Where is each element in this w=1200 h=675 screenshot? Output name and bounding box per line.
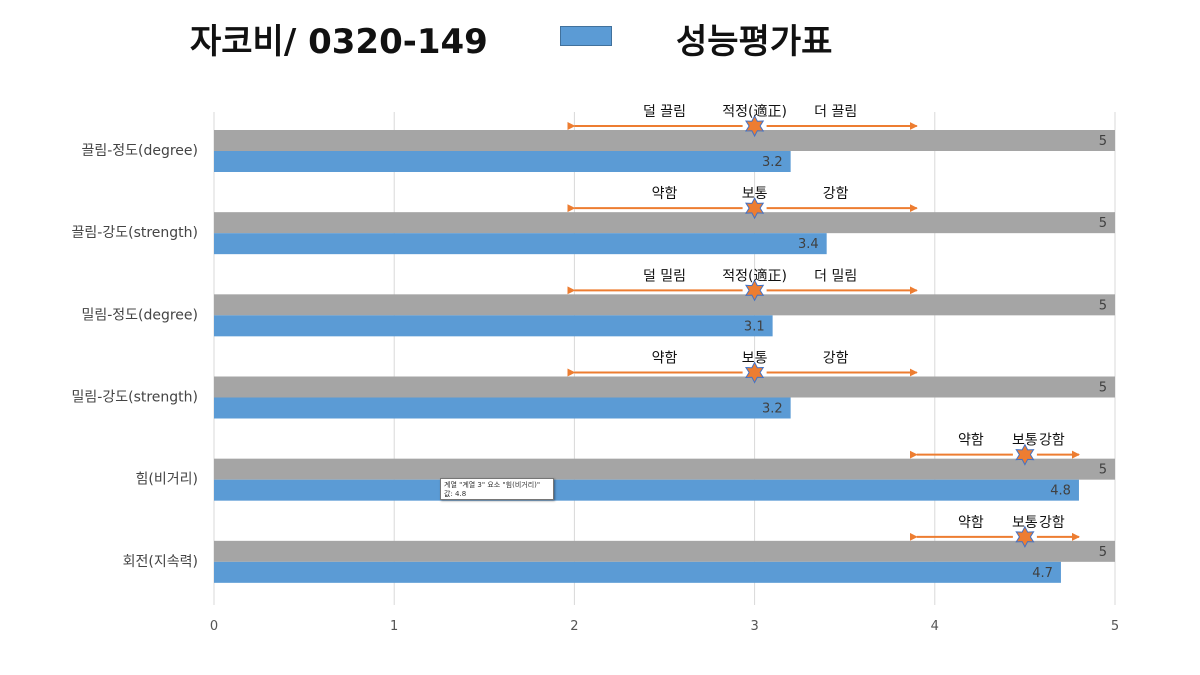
data-label-score: 3.4: [798, 237, 819, 252]
bar-max: [214, 540, 1115, 562]
data-label-max: 5: [1099, 298, 1107, 313]
scale-label-left: 약함: [652, 351, 678, 367]
scale-label-left: 덜 밀림: [643, 268, 686, 284]
data-label-max: 5: [1099, 545, 1107, 560]
data-label-max: 5: [1099, 381, 1107, 396]
tooltip-value-line: 값: 4.8: [444, 490, 467, 498]
category-label: 밀림-정도(degree): [81, 307, 198, 323]
scale-label-right: 강함: [1039, 515, 1065, 531]
tooltip-series-line: 계열 "계열 3" 요소 "힘(비거리)": [444, 481, 541, 489]
bar-max: [214, 294, 1115, 316]
bar-score: [214, 151, 791, 172]
gridlines: [213, 112, 1116, 605]
scale-label-right: 더 밀림: [814, 268, 857, 284]
scale-label-center: 적정(適正): [722, 267, 787, 284]
bar-score: [214, 315, 773, 337]
x-tick-label-5: 5: [1111, 619, 1119, 634]
scale-label-center: 적정(適正): [722, 103, 787, 120]
scale-label-right: 더 끌림: [814, 104, 857, 120]
scale-label-left: 약함: [652, 186, 678, 202]
scale-label-center: 보통: [1012, 433, 1038, 449]
marker-star-icon: [1015, 443, 1035, 466]
scale-label-right: 강함: [823, 186, 849, 202]
legend-swatch: [560, 26, 612, 46]
bar-score: [214, 479, 1079, 501]
marker-star-icon: [1015, 525, 1035, 548]
chart-title: 자코비/ 0320-149: [190, 22, 488, 62]
x-tick-label-0: 0: [210, 619, 218, 634]
chart-header: 자코비/ 0320-149 성능평가표: [0, 0, 1200, 80]
data-label-score: 3.2: [762, 155, 783, 170]
scale-label-right: 강함: [1039, 433, 1065, 449]
marker-star-icon: [745, 279, 765, 302]
data-label-score: 3.2: [762, 402, 783, 417]
category-label: 힘(비거리): [136, 472, 198, 488]
data-label-score: 4.8: [1050, 484, 1071, 499]
data-label-max: 5: [1099, 134, 1107, 149]
data-label-max: 5: [1099, 216, 1107, 231]
legend-label: 성능평가표: [676, 22, 833, 62]
scale-label-center: 보통: [1012, 515, 1038, 531]
x-tick-label-3: 3: [750, 619, 758, 634]
bar-max: [214, 376, 1115, 398]
category-label: 회전(지속력): [123, 554, 198, 570]
bar-score: [214, 561, 1061, 583]
data-label-max: 5: [1099, 463, 1107, 478]
bar-score: [214, 397, 791, 419]
hover-tooltip: 계열 "계열 3" 요소 "힘(비거리)" 값: 4.8: [440, 478, 554, 500]
scale-label-right: 강함: [823, 351, 849, 367]
category-label: 끌림-강도(strength): [72, 225, 198, 241]
data-label-score: 4.7: [1032, 566, 1053, 581]
x-tick-label-4: 4: [931, 619, 939, 634]
bar-max: [214, 130, 1115, 151]
bar-max: [214, 212, 1115, 234]
marker-star-icon: [745, 114, 765, 138]
x-tick-label-2: 2: [570, 619, 578, 634]
scale-label-center: 보통: [742, 186, 768, 202]
x-tick-label-1: 1: [390, 619, 398, 634]
bar-score: [214, 233, 827, 255]
marker-star-icon: [745, 197, 765, 220]
marker-star-icon: [745, 361, 765, 384]
bars: 5 3.2 5 3.4 5 3.1 5 3.2 5 4.8 5 4.7: [214, 130, 1115, 583]
bar-max: [214, 458, 1115, 480]
category-label: 끌림-정도(degree): [81, 143, 198, 159]
data-label-score: 3.1: [744, 319, 765, 334]
axis-labels: 0 1 2 3 4 5 끌림-정도(degree) 끌림-강도(strength) 밀림-정도(…: [72, 143, 1120, 634]
scale-label-left: 약함: [958, 433, 984, 449]
scale-label-left: 약함: [958, 515, 984, 531]
category-label: 밀림-강도(strength): [72, 390, 198, 406]
scale-label-center: 보통: [742, 351, 768, 367]
scale-label-left: 덜 끌림: [643, 104, 686, 120]
